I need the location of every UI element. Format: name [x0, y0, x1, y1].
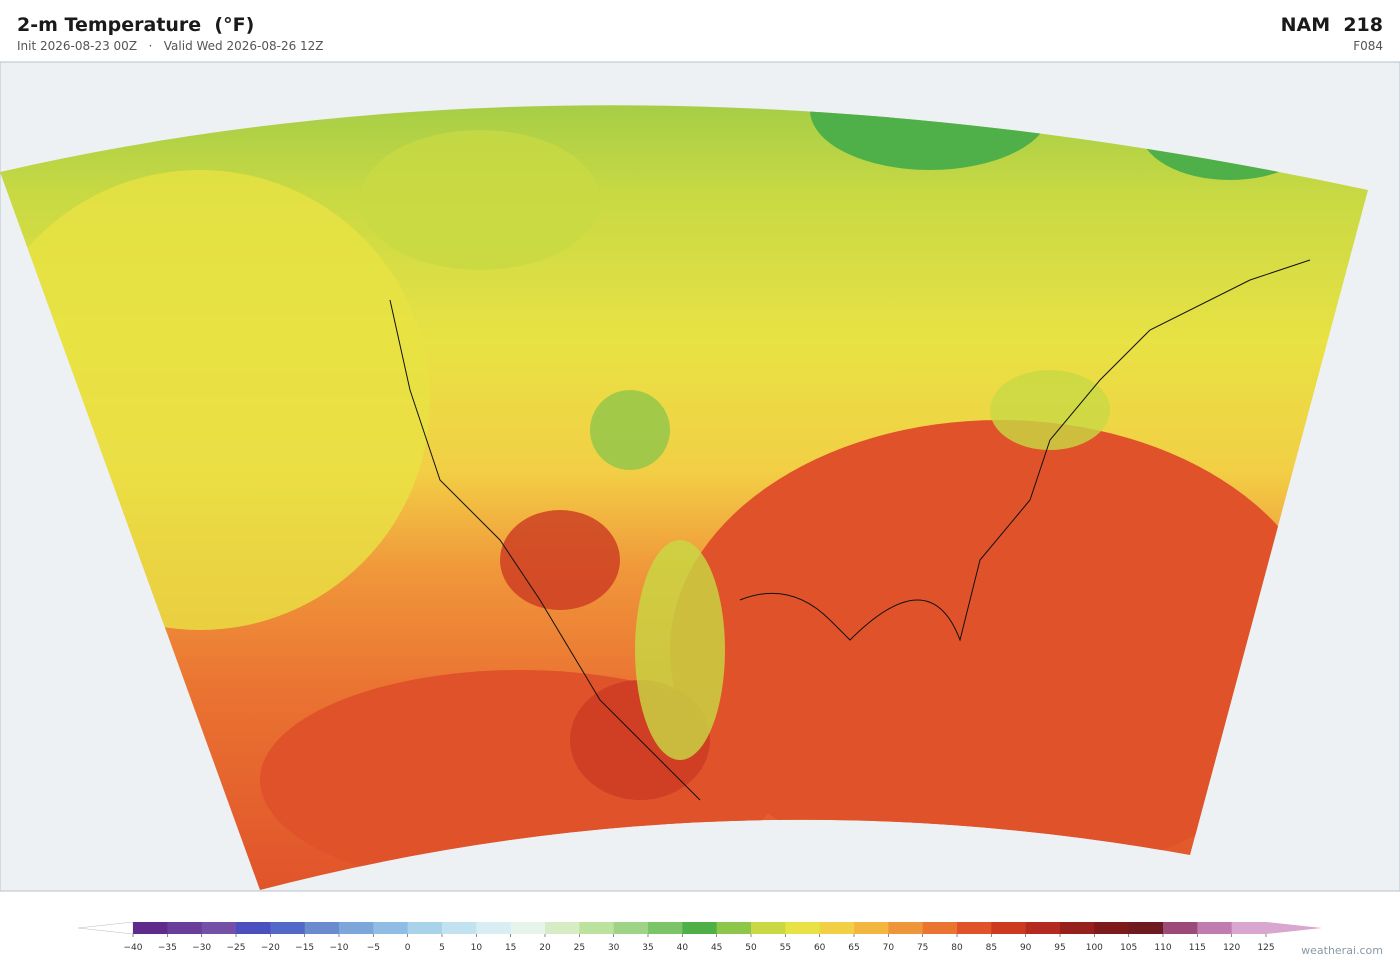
colorbar-bin — [1128, 922, 1164, 934]
tick-label: 85 — [986, 943, 997, 953]
tick-label: 15 — [505, 943, 516, 953]
tick-label: 120 — [1223, 943, 1240, 953]
colorbar-bin — [751, 922, 786, 934]
colorbar-bin — [785, 922, 821, 934]
credit: weatherai.com — [1301, 944, 1383, 957]
model-name: NAM 218 — [1280, 14, 1383, 36]
tick-label: −30 — [192, 943, 211, 953]
colorbar-bin — [167, 922, 203, 934]
tick-label: 110 — [1154, 943, 1171, 953]
colorbar-bin — [613, 922, 649, 934]
tick-label: 50 — [745, 943, 757, 953]
tick-label: 5 — [439, 943, 445, 953]
colorbar-bin — [648, 922, 683, 934]
colorbar-bin — [1094, 922, 1130, 934]
tick-label: 95 — [1054, 943, 1065, 953]
colorbar-bin — [270, 922, 306, 934]
map-title: 2-m Temperature (°F) — [17, 14, 255, 36]
tick-label: 115 — [1189, 943, 1206, 953]
tick-label: 45 — [711, 943, 722, 953]
colorbar-bin — [442, 922, 477, 934]
colorbar-under — [77, 921, 134, 935]
tick-label: 100 — [1086, 943, 1103, 953]
colorbar-bin — [1163, 922, 1198, 934]
tick-label: 80 — [951, 943, 963, 953]
tick-label: 75 — [917, 943, 928, 953]
colorbar-bin — [201, 922, 237, 934]
tick-label: −15 — [295, 943, 314, 953]
tick-label: 70 — [883, 943, 895, 953]
colorbar-bin — [888, 922, 924, 934]
colorbar-bin — [133, 922, 168, 934]
tick-label: 30 — [608, 943, 620, 953]
tick-label: 90 — [1020, 943, 1032, 953]
colorbar-bin — [922, 922, 958, 934]
tick-label: 10 — [471, 943, 483, 953]
temperature-field — [0, 105, 1368, 890]
colorbar-bin — [957, 922, 992, 934]
colorbar-bin — [991, 922, 1027, 934]
colorbar-bin — [339, 922, 374, 934]
colorbar-bin — [510, 922, 546, 934]
tick-label: 60 — [814, 943, 826, 953]
tick-label: −25 — [227, 943, 246, 953]
colorbar-bin — [545, 922, 580, 934]
tick-label: 65 — [848, 943, 859, 953]
init-time: Init 2026-08-23 00Z — [17, 39, 138, 53]
separator: · — [148, 39, 153, 53]
colorbar: −40 −35 −30 −25 −20 −15 −10 −5 0 5 10 15 20 25 30 35 40 4… — [77, 921, 1322, 953]
valid-time: Valid Wed 2026-08-26 12Z — [163, 39, 324, 53]
colorbar-bin — [854, 922, 889, 934]
colorbar-bin — [236, 922, 271, 934]
tick-label: −40 — [124, 943, 143, 953]
tick-label: 105 — [1120, 943, 1137, 953]
colorbar-bin — [1231, 922, 1267, 934]
tick-label: −10 — [330, 943, 349, 953]
tick-label: −35 — [158, 943, 177, 953]
subtitle: Init 2026-08-23 00Z · Valid Wed 2026-08-… — [17, 39, 324, 53]
tick-label: 25 — [574, 943, 585, 953]
tick-label: 40 — [677, 943, 689, 953]
colorbar-bin — [819, 922, 855, 934]
colorbar-bin — [682, 922, 718, 934]
tick-label: 35 — [642, 943, 653, 953]
colorbar-bin — [304, 922, 340, 934]
tick-label: −5 — [367, 943, 380, 953]
coastline — [389, 259, 1311, 801]
tick-label: 20 — [539, 943, 551, 953]
tick-label: 55 — [780, 943, 791, 953]
colorbar-bin — [373, 922, 409, 934]
colorbar-bin — [1197, 922, 1233, 934]
tick-label: 0 — [405, 943, 411, 953]
forecast-hour: F084 — [1353, 39, 1383, 53]
colorbar-bin — [716, 922, 752, 934]
colorbar-bin — [1060, 922, 1095, 934]
tick-label: 125 — [1257, 943, 1274, 953]
colorbar-bin — [579, 922, 615, 934]
colorbar-over — [1266, 922, 1322, 934]
colorbar-bin — [476, 922, 512, 934]
tick-label: −20 — [261, 943, 280, 953]
colorbar-bin — [407, 922, 443, 934]
colorbar-bin — [1025, 922, 1061, 934]
